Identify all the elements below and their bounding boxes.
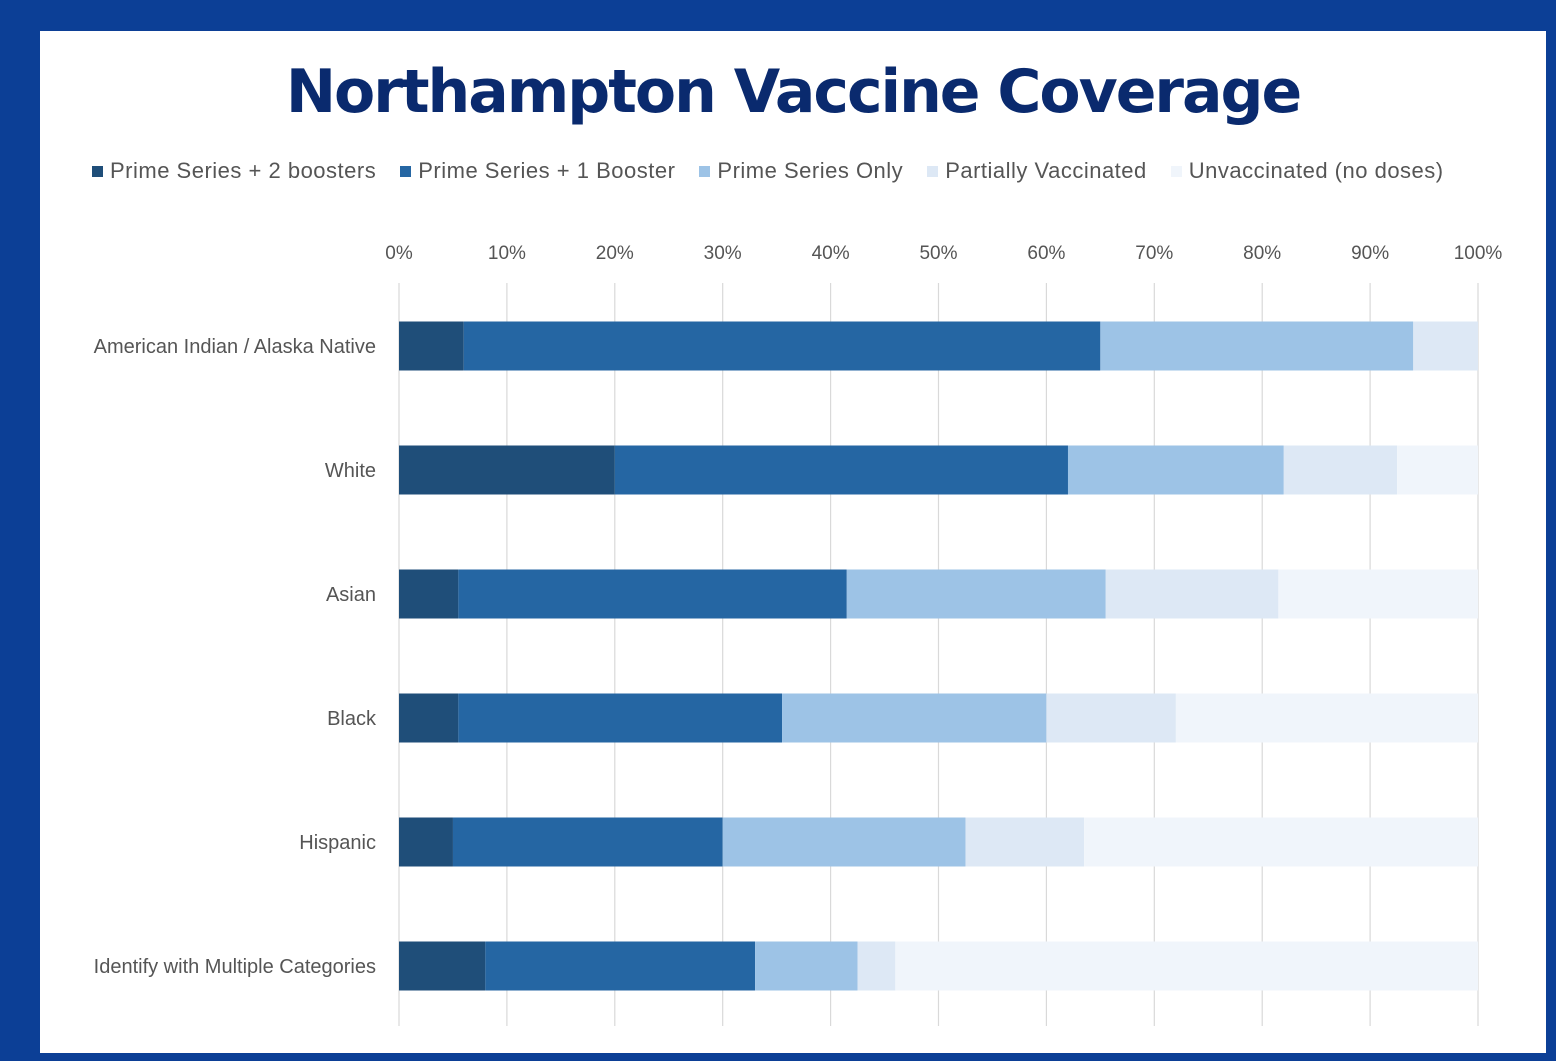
legend-label: Prime Series + 1 Booster: [418, 158, 676, 183]
category-label: Asian: [326, 584, 376, 606]
bar-segment: [1105, 569, 1279, 619]
legend-label: Partially Vaccinated: [945, 158, 1147, 183]
x-tick-label: 30%: [704, 243, 742, 264]
bar-segment: [614, 445, 1068, 495]
bar-segment: [895, 941, 1478, 991]
legend-item: Prime Series Only: [699, 158, 903, 184]
bar-segment: [1046, 693, 1176, 743]
legend-swatch: [927, 165, 939, 177]
bars: [399, 321, 1478, 991]
x-tick-label: 80%: [1243, 243, 1281, 264]
chart-panel: Northampton Vaccine Coverage Prime Serie…: [40, 31, 1546, 1053]
x-tick-label: 50%: [919, 243, 957, 264]
legend-swatch: [699, 165, 711, 177]
legend-item: Partially Vaccinated: [927, 158, 1147, 184]
bar-segment: [755, 941, 858, 991]
bar-segment: [1067, 445, 1284, 495]
bar-segment: [965, 817, 1085, 867]
chart-legend: Prime Series + 2 boosters Prime Series + …: [92, 158, 1468, 184]
legend-swatch: [400, 165, 412, 177]
category-label: White: [325, 460, 376, 482]
legend-item: Prime Series + 1 Booster: [400, 158, 675, 184]
legend-label: Prime Series Only: [717, 158, 904, 183]
x-tick-label: 10%: [488, 243, 526, 264]
bar-segment: [1175, 693, 1478, 743]
bar-segment: [485, 941, 756, 991]
bar-segment: [1084, 817, 1478, 867]
category-label: Identify with Multiple Categories: [94, 956, 376, 978]
bar-segment: [458, 693, 783, 743]
bar-segment: [399, 569, 459, 619]
bar-segment: [399, 817, 453, 867]
bar-segment: [458, 569, 847, 619]
legend-item: Unvaccinated (no doses): [1170, 158, 1444, 184]
bar-segment: [1278, 569, 1478, 619]
bar-segment: [399, 693, 459, 743]
x-tick-label: 70%: [1135, 243, 1173, 264]
bar-chart: 0% 10% 20% 30% 40% 50% 60% 70% 80% 90% 100% Americ…: [94, 243, 1502, 1026]
bar-segment: [782, 693, 1047, 743]
category-label: Black: [327, 708, 377, 730]
x-axis-ticks: 0% 10% 20% 30% 40% 50% 60% 70% 80% 90% 100%: [385, 243, 1502, 264]
bar-segment: [722, 817, 966, 867]
bar-segment: [846, 569, 1106, 619]
legend-item: Prime Series + 2 boosters: [92, 158, 376, 184]
bar-segment: [857, 941, 896, 991]
x-tick-label: 40%: [812, 243, 850, 264]
bar-segment: [463, 321, 1101, 371]
legend-swatch: [1170, 165, 1182, 177]
x-tick-label: 0%: [385, 243, 413, 264]
x-tick-label: 60%: [1027, 243, 1065, 264]
bar-segment: [1413, 321, 1478, 371]
chart-title: Northampton Vaccine Coverage: [285, 57, 1302, 127]
x-tick-label: 100%: [1454, 243, 1503, 264]
x-tick-label: 90%: [1351, 243, 1389, 264]
category-labels: American Indian / Alaska Native White Asia…: [94, 336, 377, 978]
legend-label: Unvaccinated (no doses): [1188, 158, 1444, 183]
legend-swatch: [92, 165, 103, 177]
bar-segment: [1283, 445, 1398, 495]
x-tick-label: 20%: [596, 243, 634, 264]
legend-label: Prime Series + 2 boosters: [110, 158, 377, 183]
bar-segment: [399, 321, 464, 371]
bar-segment: [1100, 321, 1414, 371]
category-label: American Indian / Alaska Native: [94, 336, 376, 358]
gridlines: [398, 283, 1479, 1026]
bar-segment: [399, 445, 615, 495]
bar-segment: [1397, 445, 1478, 495]
bar-segment: [452, 817, 723, 867]
bar-segment: [399, 941, 486, 991]
category-label: Hispanic: [299, 832, 376, 854]
